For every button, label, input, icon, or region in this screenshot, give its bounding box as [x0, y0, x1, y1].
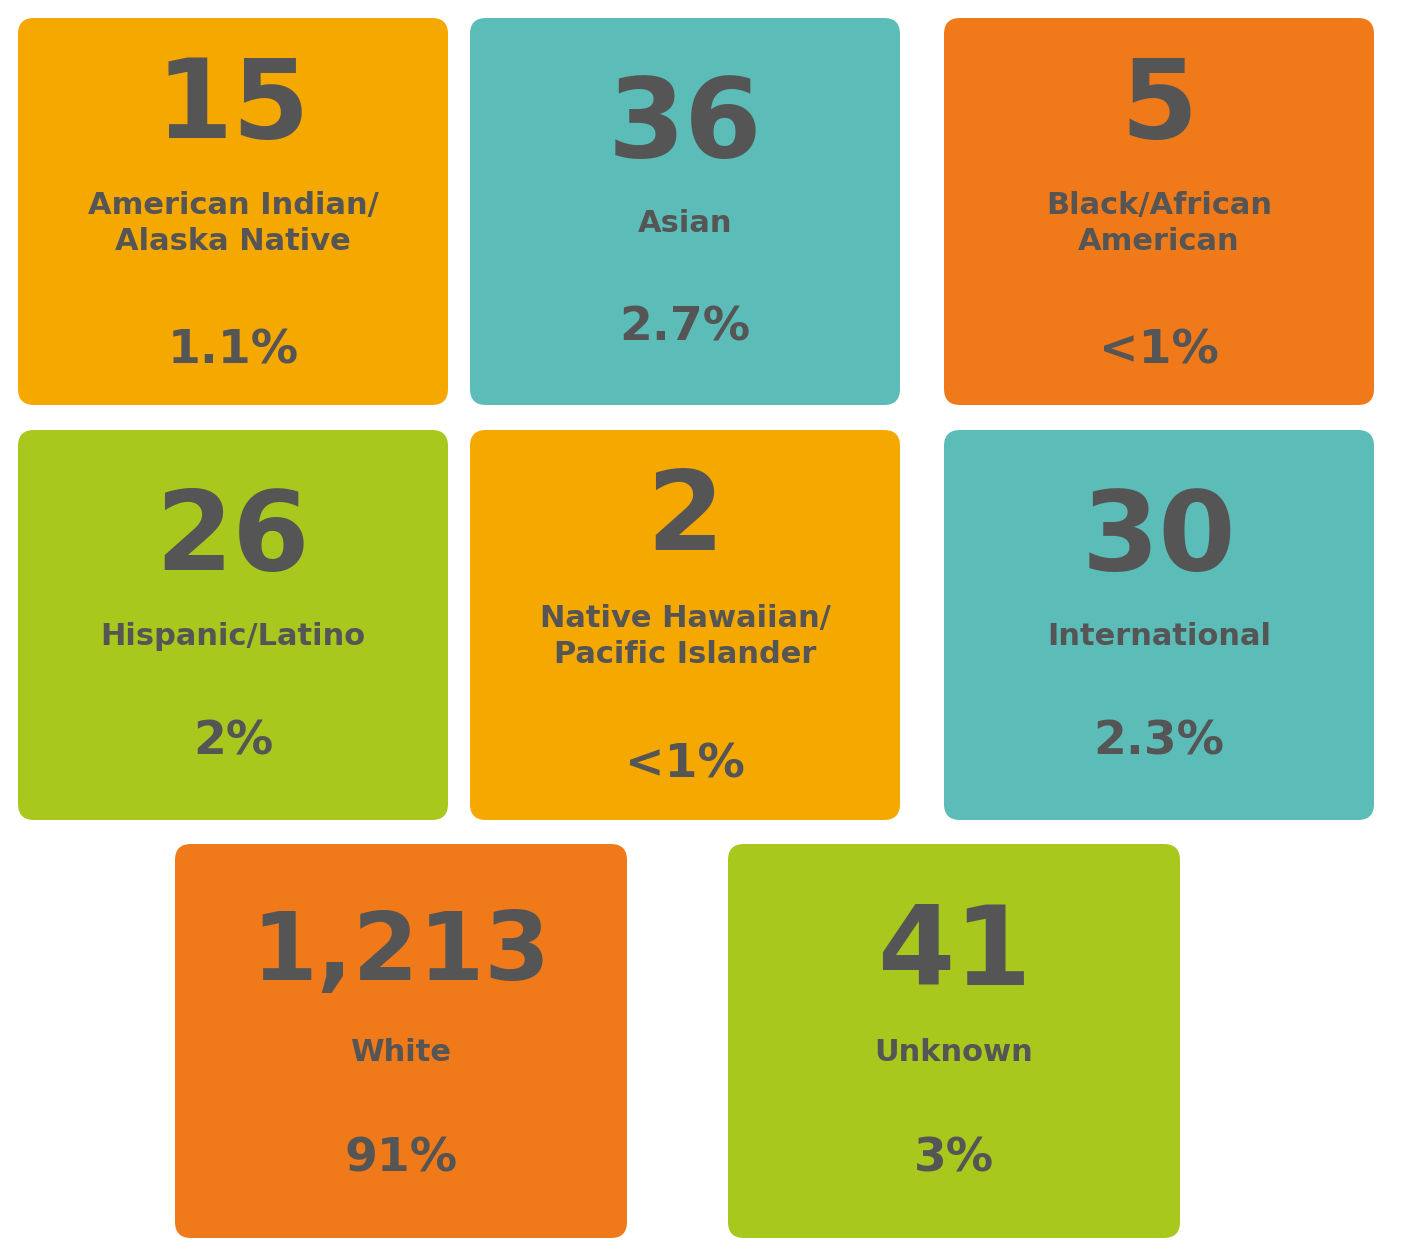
Text: 15: 15 — [156, 54, 310, 161]
Text: 1.1%: 1.1% — [167, 329, 299, 374]
Text: White: White — [351, 1038, 452, 1067]
FancyBboxPatch shape — [943, 430, 1375, 820]
Text: <1%: <1% — [1099, 329, 1219, 374]
Text: 1,213: 1,213 — [251, 908, 550, 1001]
Text: Native Hawaiian/
Pacific Islander: Native Hawaiian/ Pacific Islander — [539, 604, 830, 670]
Text: 30: 30 — [1081, 485, 1237, 593]
FancyBboxPatch shape — [470, 18, 900, 405]
Text: 36: 36 — [608, 73, 762, 179]
Text: 26: 26 — [156, 485, 310, 593]
Text: 41: 41 — [876, 900, 1032, 1008]
Text: Black/African
American: Black/African American — [1046, 191, 1272, 256]
Text: 3%: 3% — [914, 1136, 994, 1181]
Text: Hispanic/Latino: Hispanic/Latino — [101, 622, 365, 651]
FancyBboxPatch shape — [18, 18, 448, 405]
Text: American Indian/
Alaska Native: American Indian/ Alaska Native — [87, 191, 378, 256]
Text: 5: 5 — [1120, 54, 1198, 161]
FancyBboxPatch shape — [18, 430, 448, 820]
FancyBboxPatch shape — [943, 18, 1375, 405]
Text: 2.7%: 2.7% — [619, 305, 751, 350]
Text: Asian: Asian — [637, 208, 733, 237]
Text: 91%: 91% — [344, 1136, 458, 1181]
FancyBboxPatch shape — [470, 430, 900, 820]
Text: International: International — [1047, 622, 1271, 651]
Text: Unknown: Unknown — [875, 1038, 1033, 1067]
Text: <1%: <1% — [625, 742, 746, 788]
Text: 2%: 2% — [192, 720, 274, 765]
Text: 2.3%: 2.3% — [1094, 720, 1224, 765]
FancyBboxPatch shape — [176, 844, 628, 1238]
Text: 2: 2 — [646, 466, 723, 573]
FancyBboxPatch shape — [729, 844, 1179, 1238]
